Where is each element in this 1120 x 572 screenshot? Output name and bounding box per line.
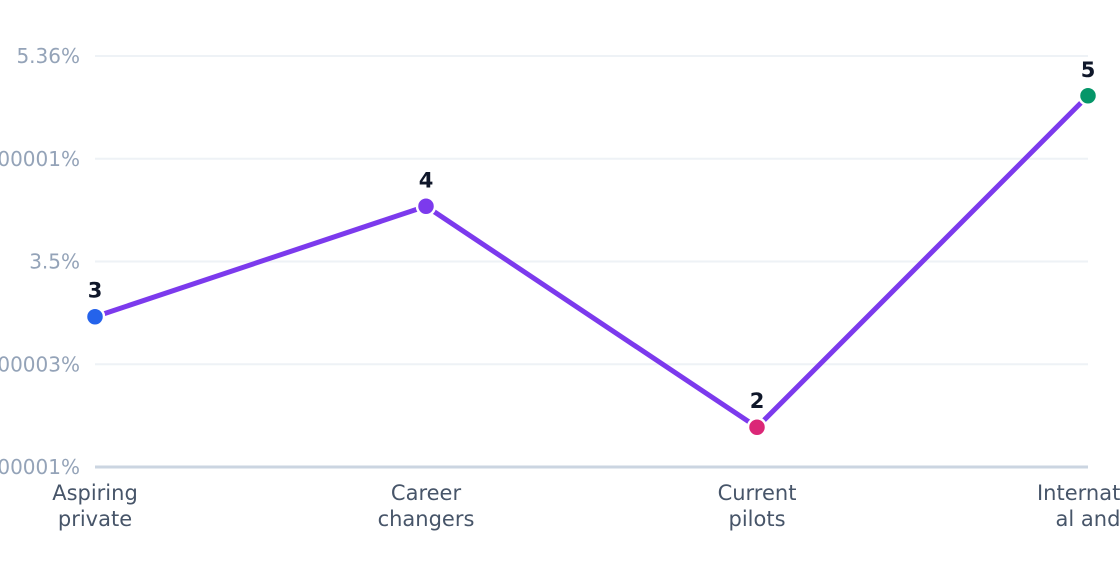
data-points bbox=[84, 85, 1099, 438]
y-axis-ticks: 5.36% 00001% 3.5% 00003% 00001% bbox=[0, 44, 80, 479]
x-tick-label: Current pilots bbox=[718, 481, 797, 531]
data-labels: 3 4 2 5 bbox=[88, 58, 1096, 413]
y-tick-label: 5.36% bbox=[16, 44, 80, 68]
data-point bbox=[746, 416, 768, 438]
y-tick-label: 00003% bbox=[0, 352, 80, 376]
data-point bbox=[415, 196, 437, 217]
data-label: 4 bbox=[419, 168, 434, 192]
data-label: 3 bbox=[88, 279, 103, 303]
y-tick-label: 3.5% bbox=[29, 250, 80, 274]
data-label: 2 bbox=[750, 389, 765, 413]
data-label: 5 bbox=[1081, 58, 1096, 82]
y-tick-label: 00001% bbox=[0, 147, 80, 171]
series-line bbox=[92, 93, 1091, 430]
data-point bbox=[1077, 85, 1099, 107]
x-tick-label: Career changers bbox=[378, 481, 475, 531]
data-point bbox=[84, 306, 106, 327]
x-tick-label: Internatioal and bbox=[1037, 481, 1120, 531]
y-tick-label: 00001% bbox=[0, 455, 80, 479]
x-tick-label: Aspiring private bbox=[52, 481, 138, 531]
x-axis-ticks: Aspiring private Career changers Current pilo… bbox=[52, 481, 1120, 531]
